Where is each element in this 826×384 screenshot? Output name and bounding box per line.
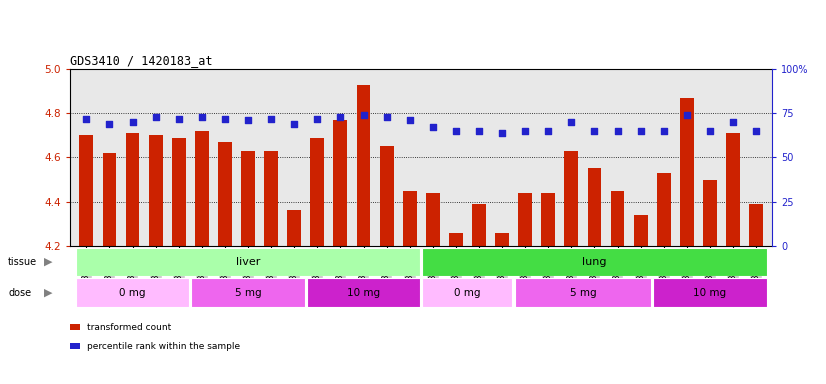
- Bar: [610, 190, 624, 246]
- Point: [542, 128, 555, 134]
- Point: [496, 130, 509, 136]
- Bar: [311, 137, 325, 246]
- Bar: [241, 151, 255, 246]
- Bar: [126, 133, 140, 246]
- Point: [611, 128, 624, 134]
- Bar: [76, 278, 189, 307]
- Point: [103, 121, 116, 127]
- Text: liver: liver: [236, 257, 260, 267]
- Bar: [287, 210, 301, 246]
- Point: [80, 116, 93, 122]
- Text: GDS3410 / 1420183_at: GDS3410 / 1420183_at: [70, 53, 213, 66]
- Point: [195, 114, 208, 120]
- Bar: [653, 278, 767, 307]
- Bar: [426, 193, 439, 246]
- Point: [749, 128, 762, 134]
- Text: 5 mg: 5 mg: [235, 288, 261, 298]
- Point: [172, 116, 185, 122]
- Text: ▶: ▶: [44, 288, 52, 298]
- Bar: [172, 137, 186, 246]
- Bar: [449, 233, 463, 246]
- Text: 10 mg: 10 mg: [693, 288, 727, 298]
- Text: dose: dose: [8, 288, 31, 298]
- Point: [519, 128, 532, 134]
- Point: [565, 119, 578, 125]
- Point: [681, 112, 694, 118]
- Point: [426, 124, 439, 131]
- Bar: [149, 136, 163, 246]
- Text: percentile rank within the sample: percentile rank within the sample: [87, 342, 240, 351]
- Text: 5 mg: 5 mg: [570, 288, 596, 298]
- Bar: [515, 278, 651, 307]
- Bar: [334, 120, 348, 246]
- Point: [218, 116, 231, 122]
- Bar: [102, 153, 116, 246]
- Point: [588, 128, 601, 134]
- Point: [704, 128, 717, 134]
- Bar: [703, 180, 717, 246]
- Bar: [422, 278, 512, 307]
- Point: [287, 121, 301, 127]
- Text: 10 mg: 10 mg: [347, 288, 380, 298]
- Bar: [564, 151, 578, 246]
- Point: [472, 128, 486, 134]
- Point: [726, 119, 739, 125]
- Bar: [587, 169, 601, 246]
- Bar: [380, 146, 393, 246]
- Text: ▶: ▶: [44, 257, 52, 267]
- Bar: [726, 133, 740, 246]
- Bar: [495, 233, 509, 246]
- Text: transformed count: transformed count: [87, 323, 171, 332]
- Point: [403, 117, 416, 123]
- Bar: [357, 84, 370, 246]
- Bar: [403, 190, 416, 246]
- Bar: [76, 248, 420, 276]
- Bar: [518, 193, 532, 246]
- Bar: [218, 142, 232, 246]
- Point: [126, 119, 139, 125]
- Bar: [307, 278, 420, 307]
- Point: [449, 128, 463, 134]
- Bar: [472, 204, 486, 246]
- Point: [149, 114, 162, 120]
- Bar: [195, 131, 209, 246]
- Bar: [264, 151, 278, 246]
- Bar: [634, 215, 648, 246]
- Bar: [192, 278, 305, 307]
- Point: [264, 116, 278, 122]
- Bar: [541, 193, 555, 246]
- Bar: [657, 173, 671, 246]
- Bar: [79, 136, 93, 246]
- Point: [334, 114, 347, 120]
- Point: [380, 114, 393, 120]
- Bar: [680, 98, 694, 246]
- Text: tissue: tissue: [8, 257, 37, 267]
- Point: [657, 128, 671, 134]
- Point: [311, 116, 324, 122]
- Point: [357, 112, 370, 118]
- Text: 0 mg: 0 mg: [454, 288, 481, 298]
- Bar: [749, 204, 763, 246]
- Bar: [422, 248, 767, 276]
- Text: 0 mg: 0 mg: [119, 288, 146, 298]
- Point: [634, 128, 648, 134]
- Point: [241, 117, 254, 123]
- Text: lung: lung: [582, 257, 607, 267]
